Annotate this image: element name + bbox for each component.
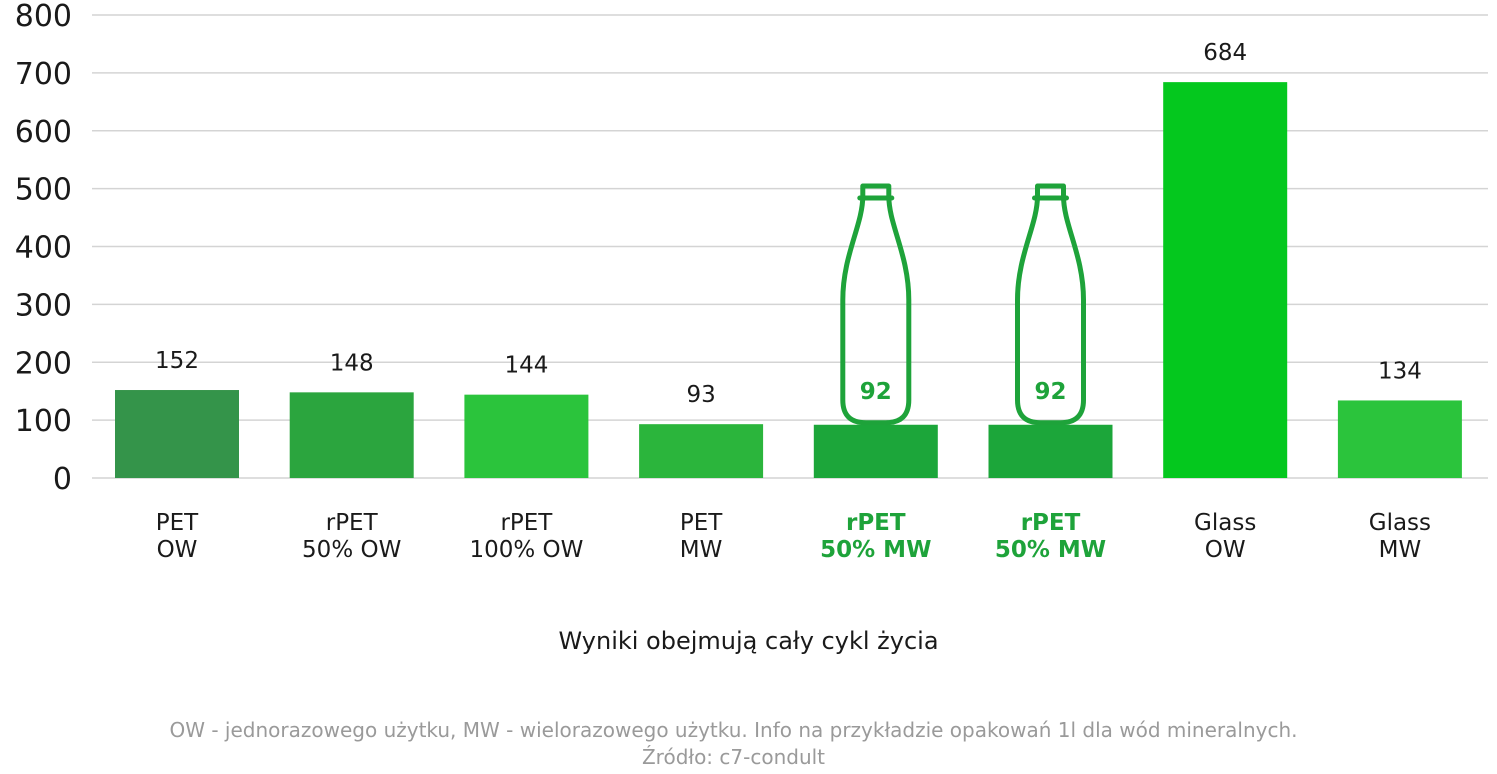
data-labels: 152 148 144 93 92 92 684 134 — [155, 40, 1422, 408]
bottle-icon — [1015, 183, 1086, 426]
x-tick-label: MW — [1379, 537, 1422, 563]
bars — [115, 82, 1462, 478]
x-tick-label: 100% OW — [469, 537, 583, 563]
data-label: 92 — [860, 379, 892, 405]
footnote-line-source: Źródło: c7-condult — [641, 745, 826, 769]
data-label: 148 — [330, 350, 374, 376]
x-tick-label: 50% OW — [302, 537, 401, 563]
bar — [813, 424, 938, 478]
data-label: 684 — [1203, 40, 1247, 66]
footnote-line-legend: OW - jednorazowego użytku, MW - wieloraz… — [169, 718, 1298, 742]
x-tick-label: Glass — [1194, 510, 1256, 536]
bar — [988, 424, 1113, 478]
y-tick-label: 300 — [15, 288, 72, 323]
x-tick-label: rPET — [1021, 510, 1081, 536]
bar-chart: 0 100 200 300 400 500 600 700 800 152 148 144 93 92 9… — [15, 0, 1488, 563]
x-tick-label: PET — [156, 510, 199, 536]
x-tick-label: OW — [1205, 537, 1246, 563]
bar — [289, 392, 414, 478]
x-tick-label: 50% MW — [820, 537, 931, 563]
bottle-icon — [840, 183, 912, 426]
footnote: OW - jednorazowego użytku, MW - wieloraz… — [0, 717, 1467, 771]
y-tick-label: 400 — [15, 231, 72, 266]
x-tick-label: PET — [680, 510, 723, 536]
x-tick-label: rPET — [326, 510, 379, 536]
data-label: 134 — [1378, 358, 1422, 384]
y-tick-label: 0 — [53, 462, 72, 497]
data-label: 144 — [504, 353, 548, 379]
y-tick-label: 800 — [15, 0, 72, 34]
y-tick-label: 500 — [15, 173, 72, 208]
bar — [639, 424, 764, 478]
bar — [1337, 400, 1462, 478]
x-tick-label: rPET — [846, 510, 906, 536]
y-tick-label: 700 — [15, 57, 72, 92]
y-tick-label: 100 — [15, 404, 72, 439]
y-axis: 0 100 200 300 400 500 600 700 800 — [15, 0, 72, 497]
x-axis-label: Wyniki obejmują cały cykl życia — [558, 627, 939, 655]
data-label: 152 — [155, 348, 199, 374]
data-label: 92 — [1034, 379, 1066, 405]
bottle-icons — [840, 183, 1086, 426]
y-tick-label: 200 — [15, 346, 72, 381]
x-tick-label: rPET — [500, 510, 553, 536]
x-tick-label: MW — [680, 537, 723, 563]
x-tick-label: OW — [157, 537, 198, 563]
bar — [464, 394, 589, 478]
x-tick-label: Glass — [1369, 510, 1431, 536]
bar — [1163, 82, 1288, 478]
x-tick-label: 50% MW — [995, 537, 1106, 563]
bar — [115, 390, 239, 478]
y-tick-label: 600 — [15, 115, 72, 150]
data-label: 93 — [686, 382, 715, 408]
